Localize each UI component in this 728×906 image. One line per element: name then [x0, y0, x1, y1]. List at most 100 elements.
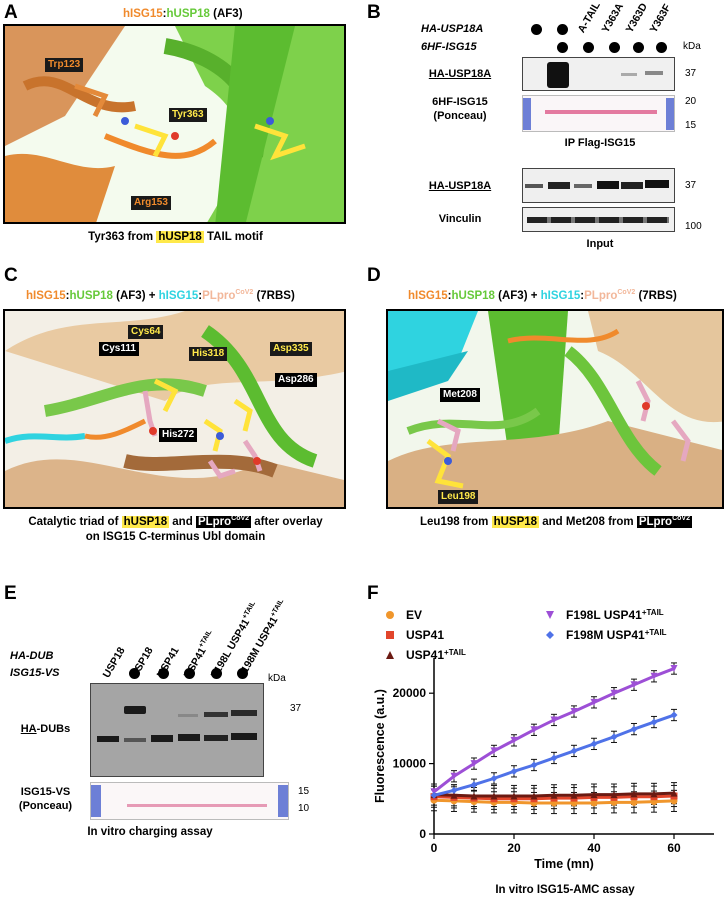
- title-c-af3: (AF3) +: [112, 289, 159, 302]
- title-d-7rbs: (7RBS): [635, 289, 677, 302]
- data-point-4: [610, 733, 618, 741]
- band-e1-l3-lower: [151, 735, 173, 742]
- dot-e-l6: [237, 668, 248, 679]
- label-tyr363: Tyr363: [169, 108, 207, 122]
- western-blot-b3: [522, 168, 675, 203]
- caption-c-hl1: hUSP18: [121, 515, 170, 528]
- panel-letter-d: D: [367, 265, 381, 286]
- label-arg153: Arg153: [131, 196, 171, 210]
- data-point-2: [630, 790, 638, 798]
- caption-c-line2: on ISG15 C-terminus Ubl domain: [85, 531, 266, 543]
- title-d-isg15: hISG15: [408, 289, 448, 302]
- caption-c-plpro: PLpro: [197, 515, 232, 528]
- data-point-3: [490, 747, 498, 755]
- data-point-2: [530, 792, 538, 800]
- dot-b-r2-l5: [633, 42, 644, 53]
- marker-b1-37: 37: [685, 68, 697, 79]
- title-c-usp18: hUSP18: [69, 289, 113, 302]
- legend-label-3: F198L USP41+TAIL: [566, 608, 664, 623]
- caption-c-line1: Catalytic triad of hUSP18 and PLproCoV2 …: [4, 515, 347, 528]
- lane-label-y363f: Y363F: [647, 2, 674, 35]
- legend-label-4: F198M USP41+TAIL: [566, 628, 667, 643]
- ladder-b2-right: [666, 98, 674, 130]
- caption-c-mid: and: [169, 515, 196, 528]
- band-b3-l6: [645, 180, 669, 188]
- band-b3-l2: [548, 182, 570, 189]
- blot-label-e1-ha: HA: [20, 723, 37, 735]
- ladder-e2-left: [91, 785, 101, 817]
- band-e1-l1-lower: [97, 736, 119, 742]
- legend-marker-2: [386, 651, 394, 659]
- panel-letter-f: F: [367, 583, 379, 604]
- band-b1-l2: [547, 62, 569, 88]
- data-point-4: [510, 767, 518, 775]
- structure-image-d: Met208 Leu198: [386, 309, 724, 509]
- row-label-ha-usp18a: HA-USP18A: [421, 23, 484, 35]
- marker-e2-15: 15: [298, 786, 310, 797]
- y-tick-label: 10000: [393, 757, 427, 771]
- chart-f: 0 20 40 60 0 10000 20000 Time (mn) Fluorescence …: [373, 608, 714, 871]
- data-point-4: [650, 718, 658, 726]
- data-point-2: [490, 792, 498, 800]
- data-point-3: [570, 708, 578, 716]
- label-trp123: Trp123: [45, 58, 84, 72]
- y-tick-label: 20000: [393, 686, 427, 700]
- data-point-2: [470, 792, 478, 800]
- dot-b-r2-l2: [557, 42, 568, 53]
- data-point-3: [650, 672, 658, 680]
- lane-e-f198m-sup: +TAIL: [269, 598, 286, 619]
- caption-a-pre: Tyr363 from: [88, 231, 157, 243]
- dot-b-r2-l3: [583, 42, 594, 53]
- band-b3-l5: [621, 182, 643, 189]
- label-asp286: Asp286: [275, 373, 317, 387]
- blot-label-b2: 6HF-ISG15 (Ponceau): [432, 96, 488, 122]
- caption-c-hl2: PLproCoV2: [195, 515, 252, 528]
- band-e1-l6-lower: [231, 733, 257, 740]
- blot-label-b3: HA-USP18A: [405, 180, 515, 192]
- data-point-4: [550, 754, 558, 762]
- legend-label-0: EV: [406, 608, 422, 622]
- data-point-4: [630, 725, 638, 733]
- ponceau-blot-e2: [90, 782, 289, 820]
- x-tick-label: 20: [507, 841, 521, 855]
- title-c-plpro: PLpro: [202, 289, 236, 302]
- x-tick-label: 0: [431, 841, 438, 855]
- lane-e-usp18-a: USP18: [100, 645, 128, 680]
- marker-b4-100: 100: [685, 221, 702, 232]
- blot-label-e2: ISG15-VS (Ponceau): [18, 786, 73, 812]
- data-point-2: [650, 790, 658, 798]
- marker-b2-20: 20: [685, 96, 697, 107]
- panel-a-title: hISG15:hUSP18 (AF3): [123, 8, 243, 20]
- row-label-ha-dub: HA-DUB: [10, 650, 54, 662]
- data-point-4: [530, 761, 538, 769]
- title-usp18: hUSP18: [166, 8, 210, 20]
- band-b2-isg15: [545, 110, 657, 114]
- legend-marker-4: [546, 631, 554, 639]
- caption-d-mid: and Met208 from: [539, 515, 637, 528]
- band-b1-l6: [645, 71, 663, 75]
- caption-a-hl: hUSP18: [156, 231, 204, 243]
- panel-letter-c: C: [4, 265, 18, 286]
- data-point-4: [470, 781, 478, 789]
- band-b1-l5: [621, 73, 637, 76]
- x-tick-label: 40: [587, 841, 601, 855]
- data-point-4: [430, 791, 438, 799]
- row-label-isg15-vs: ISG15-VS: [10, 667, 60, 679]
- marker-b3-37: 37: [685, 180, 697, 191]
- title-c-7rbs: (7RBS): [253, 289, 295, 302]
- data-point-0: [630, 798, 638, 806]
- legend-marker-3: [546, 611, 554, 619]
- label-cys111: Cys111: [99, 342, 139, 356]
- band-e1-l2-upper: [124, 706, 146, 714]
- blot-label-e1-dubs: -DUBs: [36, 723, 71, 735]
- data-point-3: [630, 681, 638, 689]
- protein-structure-a: [5, 26, 344, 222]
- data-point-3: [510, 736, 518, 744]
- western-blot-b1: [522, 57, 675, 91]
- dot-e-l3: [158, 668, 169, 679]
- data-point-2: [610, 791, 618, 799]
- title-c-colon1: :: [65, 289, 70, 302]
- dot-b-r2-l6: [656, 42, 667, 53]
- band-e1-l5-lower: [204, 735, 228, 741]
- ip-flag-isg15-label: IP Flag-ISG15: [564, 137, 636, 149]
